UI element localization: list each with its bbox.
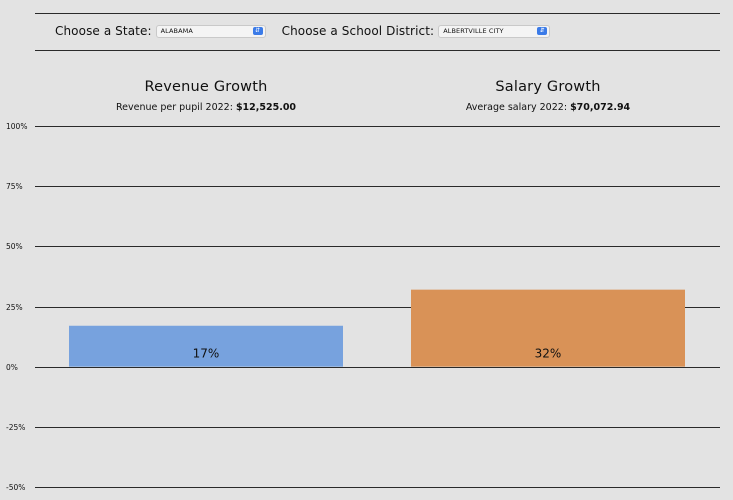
district-select-value: ALBERTVILLE CITY — [443, 27, 504, 35]
salary-growth-bar — [411, 289, 685, 367]
controls-divider — [35, 50, 720, 51]
revenue-panel-title: Revenue Growth — [144, 79, 268, 95]
revenue-growth-bar — [69, 325, 343, 367]
district-select[interactable]: ALBERTVILLE CITY ⇵ — [438, 24, 551, 38]
salary-growth-value-label: 32% — [535, 347, 562, 361]
revenue-subtitle-label: Revenue per pupil 2022: — [115, 102, 233, 113]
select-chevron-icon: ⇵ — [537, 27, 548, 35]
salary-panel-title: Salary Growth — [495, 79, 601, 95]
top-divider — [35, 13, 720, 14]
y-tick-label: 100% — [6, 122, 27, 131]
y-tick-label: 75% — [6, 182, 23, 191]
filter-controls: Choose a State: ALABAMA ⇵ Choose a Schoo… — [55, 23, 566, 39]
state-select-label: Choose a State: — [55, 24, 152, 38]
salary-panel-subtitle: Average salary 2022: $70,072.94 — [403, 102, 693, 113]
revenue-subtitle-value: $12,525.00 — [235, 102, 297, 113]
district-select-label: Choose a School District: — [281, 24, 435, 38]
y-tick-label: -50% — [6, 483, 25, 492]
y-tick-label: 25% — [6, 303, 23, 312]
y-tick-label: 0% — [6, 363, 18, 372]
revenue-growth-value-label: 17% — [193, 347, 220, 361]
y-tick-label: 50% — [6, 242, 23, 251]
state-select-value: ALABAMA — [160, 27, 193, 35]
salary-subtitle-value: $70,072.94 — [570, 102, 631, 113]
select-chevron-icon: ⇵ — [252, 27, 263, 35]
state-select[interactable]: ALABAMA ⇵ — [155, 24, 266, 38]
salary-subtitle-label: Average salary 2022: — [465, 102, 568, 113]
y-tick-label: -25% — [6, 423, 25, 432]
revenue-panel-subtitle: Revenue per pupil 2022: $12,525.00 — [61, 102, 351, 113]
